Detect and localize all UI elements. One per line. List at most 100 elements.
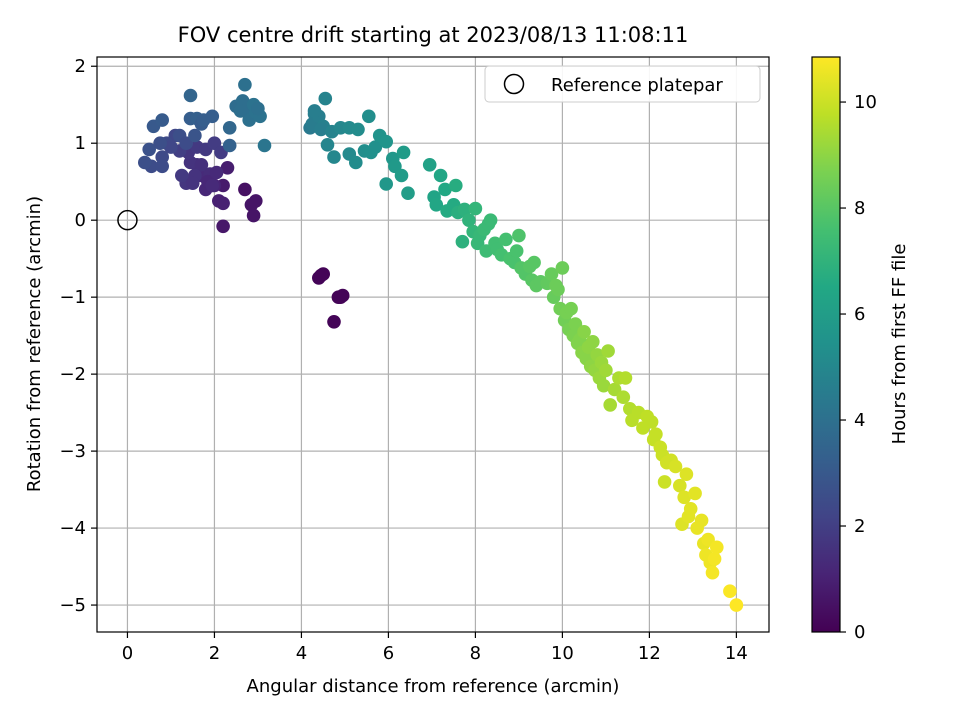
data-point: [677, 490, 691, 505]
data-point: [449, 178, 463, 193]
legend-marker-reference: [503, 73, 525, 95]
colorbar-tick-label: 10: [854, 92, 877, 113]
data-point: [462, 213, 476, 227]
x-tick-label: 10: [551, 643, 574, 664]
data-point: [318, 91, 333, 106]
data-point: [216, 196, 230, 211]
data-point: [179, 136, 193, 150]
data-point: [479, 244, 494, 258]
data-point: [333, 290, 348, 305]
data-point: [351, 122, 365, 137]
data-point: [222, 121, 237, 135]
data-point: [668, 459, 683, 474]
data-point: [607, 382, 622, 397]
data-point: [314, 268, 328, 283]
y-tick-label: −2: [59, 364, 86, 385]
colorbar-tick-label: 0: [854, 622, 865, 643]
y-tick-label: −1: [59, 287, 86, 308]
data-point: [185, 176, 200, 190]
data-point: [401, 186, 415, 200]
data-points: [138, 77, 744, 612]
data-point: [509, 244, 524, 258]
data-point: [233, 104, 248, 118]
colorbar-tick-label: 8: [854, 198, 865, 219]
x-tick-label: 2: [209, 643, 220, 664]
data-point: [694, 513, 709, 528]
data-point: [142, 142, 156, 157]
colorbar-tick-label: 6: [854, 304, 865, 325]
data-point: [438, 182, 452, 197]
data-point: [483, 213, 498, 227]
data-point: [468, 201, 483, 216]
y-tick-label: −3: [59, 441, 86, 462]
data-point: [599, 363, 613, 378]
data-point: [155, 159, 169, 174]
data-point: [683, 502, 698, 516]
data-point: [512, 228, 526, 243]
data-point: [544, 267, 559, 281]
data-point: [551, 282, 565, 297]
colorbar-gradient: [811, 56, 841, 633]
data-point: [307, 104, 322, 118]
data-point: [183, 155, 198, 170]
legend: Reference platepar: [484, 65, 761, 103]
data-point: [616, 390, 631, 405]
data-point: [153, 136, 167, 150]
data-point: [220, 161, 235, 175]
data-point: [216, 219, 230, 234]
data-point: [205, 109, 220, 124]
data-point: [396, 145, 411, 160]
data-point: [701, 532, 715, 547]
data-point: [249, 194, 263, 208]
x-tick-label: 8: [470, 643, 481, 664]
data-point: [222, 138, 237, 153]
data-point: [705, 565, 720, 580]
colorbar-ticks: 0 2 4 6 8 10: [840, 92, 877, 643]
y-tick-label: 0: [75, 210, 86, 231]
data-point: [527, 255, 541, 270]
grid-lines: [97, 57, 769, 632]
data-point: [394, 168, 409, 183]
data-point: [679, 467, 694, 482]
data-point: [657, 475, 672, 489]
data-point: [729, 598, 744, 612]
x-tick-label: 0: [122, 643, 133, 664]
data-point: [205, 178, 220, 193]
data-point: [320, 138, 335, 152]
data-point: [379, 177, 394, 191]
x-tick-label: 14: [725, 643, 748, 664]
x-tick-label: 4: [296, 643, 307, 664]
legend-box: [484, 65, 761, 103]
data-point: [603, 398, 617, 412]
data-point: [175, 168, 189, 183]
data-point: [555, 261, 570, 275]
data-point: [433, 168, 448, 183]
x-axis-label: Angular distance from reference (arcmin): [247, 676, 620, 697]
data-point: [238, 77, 252, 92]
y-tick-label: 2: [75, 56, 86, 77]
reference-platepar-marker: [117, 209, 138, 231]
data-point: [601, 344, 615, 358]
data-point: [723, 584, 737, 598]
data-point: [710, 540, 724, 555]
data-point: [246, 208, 261, 223]
data-point: [257, 138, 272, 153]
x-tick-label: 6: [383, 643, 394, 664]
data-point: [429, 198, 444, 212]
data-point: [644, 415, 659, 429]
legend-label-reference: Reference platepar: [551, 75, 723, 96]
y-axis-ticks: −5 −4 −3 −2 −1 0 1 2: [59, 56, 97, 616]
x-tick-label: 12: [638, 643, 661, 664]
colorbar: 0 2 4 6 8 10 Hours from first FF file: [811, 56, 910, 643]
data-point: [349, 155, 363, 170]
data-point: [618, 371, 633, 385]
data-point: [368, 140, 383, 154]
data-point: [673, 478, 687, 493]
data-point: [155, 113, 169, 127]
colorbar-tick-label: 4: [854, 410, 865, 431]
data-point: [183, 88, 198, 103]
y-tick-label: 1: [75, 133, 86, 154]
data-point: [422, 158, 437, 172]
